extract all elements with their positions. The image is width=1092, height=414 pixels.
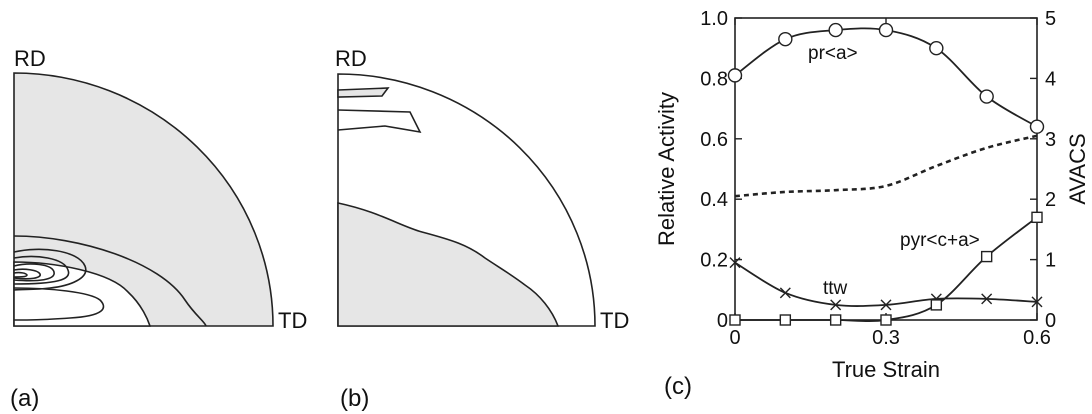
marker-circle-pr-a-	[1029, 119, 1045, 134]
panel-a-contours	[13, 235, 207, 327]
marker-circle-pr-a-	[878, 22, 894, 38]
y-left-tick-label: 0.4	[700, 189, 728, 211]
marker-square-pyr-c-a-	[880, 314, 892, 326]
marker-square-pyr-c-a-	[779, 314, 792, 326]
series-lines	[734, 27, 1038, 323]
y-axis-title-right: AVACS	[1065, 133, 1090, 204]
y-right-tick-label: 0	[1045, 310, 1056, 332]
marker-circle-pr-a-	[929, 41, 944, 56]
marker-x-ttw	[729, 257, 741, 269]
panel-b-letter: (b)	[340, 385, 369, 412]
marker-square-pyr-c-a-	[729, 314, 741, 326]
y-right-tick-label: 2	[1045, 189, 1056, 211]
series-line-avacs	[734, 134, 1038, 198]
panel-b-rd-label: RD	[335, 46, 367, 71]
series-label-ttw: ttw	[823, 278, 848, 299]
panel-c-letter: (c)	[664, 373, 692, 400]
marker-x-ttw	[830, 299, 842, 311]
panel-a-td-label: TD	[278, 308, 307, 333]
panel-b-shaded-region	[337, 202, 560, 327]
x-axis-title: True Strain	[832, 357, 940, 382]
marker-square-pyr-c-a-	[980, 250, 993, 263]
x-tick-label: 0	[729, 327, 740, 349]
panel-a-quadrant	[13, 72, 274, 327]
marker-circle-pr-a-	[828, 22, 843, 38]
panel-b: RD TD (b)	[335, 46, 629, 412]
marker-x-stroke	[880, 299, 892, 311]
marker-square-pyr-c-a-	[1031, 211, 1043, 224]
marker-x-stroke	[779, 287, 791, 299]
series-line-ttw	[734, 261, 1038, 307]
panel-b-contour-top	[337, 87, 390, 98]
marker-x-ttw	[1031, 296, 1043, 308]
y-right-tick-label: 4	[1045, 68, 1056, 90]
y-left-tick-label: 1.0	[700, 8, 728, 30]
marker-x-stroke	[981, 293, 993, 305]
marker-circle-pr-a-	[727, 68, 743, 83]
y-right-tick-label: 1	[1045, 250, 1056, 272]
marker-x-ttw	[981, 293, 993, 305]
marker-square-pyr-c-a-	[930, 299, 943, 311]
marker-x-ttw	[880, 299, 892, 311]
series-label-pr-a: pr<a>	[808, 43, 858, 64]
x-tick-label: 0.6	[1023, 327, 1051, 349]
y-left-tick-label: 0.8	[700, 68, 728, 90]
panel-b-contour-mid	[337, 109, 422, 134]
plot-frame	[734, 17, 1038, 321]
y-right-tick-label: 5	[1045, 8, 1056, 30]
marker-x-ttw	[779, 287, 791, 299]
panel-b-td-label: TD	[600, 308, 629, 333]
panel-a-letter: (a)	[10, 385, 39, 412]
y-left-tick-label: 0.6	[700, 129, 728, 151]
series-markers	[727, 22, 1045, 326]
panel-a-rd-label: RD	[14, 46, 46, 71]
marker-x-stroke	[729, 257, 741, 269]
series-label-pyr-ca: pyr<c+a>	[900, 230, 980, 251]
y-left-tick-label: 0.2	[700, 250, 728, 272]
y-right-tick-label: 3	[1045, 129, 1056, 151]
x-tick-label: 0.3	[872, 327, 900, 349]
y-axis-title-left: Relative Activity	[654, 92, 679, 246]
panel-a: RD TD (a)	[10, 46, 307, 412]
marker-circle-pr-a-	[778, 31, 793, 47]
marker-x-stroke	[1031, 296, 1043, 308]
y-left-tick-label: 0	[717, 310, 728, 332]
marker-x-stroke	[830, 299, 842, 311]
marker-square-pyr-c-a-	[829, 314, 842, 326]
marker-circle-pr-a-	[979, 89, 994, 104]
